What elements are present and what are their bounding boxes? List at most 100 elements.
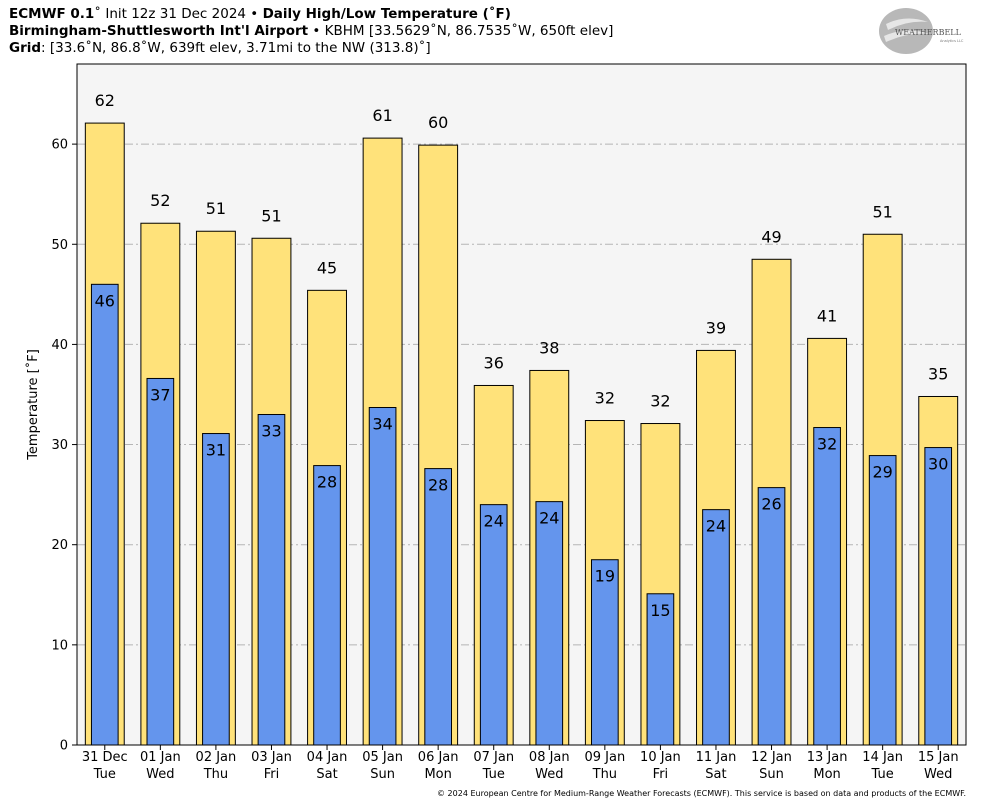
- x-tick-label-date: 02 Jan: [196, 750, 237, 765]
- x-tick-label-date: 05 Jan: [362, 750, 403, 765]
- low-bar: [424, 468, 452, 746]
- high-value-label: 32: [650, 392, 670, 411]
- low-bar: [813, 427, 841, 746]
- low-value-label: 15: [650, 601, 670, 620]
- low-bar: [924, 447, 953, 746]
- x-tick-label-date: 06 Jan: [418, 750, 459, 765]
- x-tick-label-weekday: Tue: [871, 767, 894, 782]
- high-value-label: 62: [95, 91, 115, 110]
- logo-subtext: Analytics LLC: [940, 39, 964, 43]
- x-tick-label-weekday: Mon: [813, 767, 840, 782]
- y-tick-label: 40: [51, 338, 68, 353]
- high-value-label: 32: [595, 389, 615, 408]
- x-tick-label-date: 11 Jan: [696, 750, 737, 765]
- x-tick-label-weekday: Thu: [203, 767, 228, 782]
- x-tick-label-date: 03 Jan: [251, 750, 292, 765]
- station-coords: • KBHM [33.5629˚N, 86.7535˚W, 650ft elev…: [312, 23, 614, 39]
- y-tick-label: 60: [51, 138, 68, 153]
- model-name: ECMWF 0.1: [9, 6, 95, 22]
- low-bar: [702, 509, 730, 746]
- high-value-label: 39: [706, 318, 726, 337]
- x-tick-label-weekday: Tue: [482, 767, 505, 782]
- low-bar: [757, 487, 786, 746]
- x-tick-label-weekday: Fri: [264, 767, 280, 782]
- y-tick-label: 20: [51, 538, 68, 553]
- x-tick-label-weekday: Sun: [759, 767, 784, 782]
- x-tick-label-date: 12 Jan: [751, 750, 792, 765]
- grid-label: Grid: [9, 40, 42, 56]
- header-line-3: Grid: [33.6˚N, 86.8˚W, 639ft elev, 3.71m…: [9, 40, 613, 57]
- header-line-2: Birmingham-Shuttlesworth Int'l Airport •…: [9, 23, 613, 40]
- copyright-footer: © 2024 European Centre for Medium-Range …: [437, 789, 966, 798]
- low-value-label: 28: [317, 473, 337, 492]
- high-value-label: 51: [261, 206, 281, 225]
- x-tick-label-weekday: Thu: [592, 767, 617, 782]
- high-value-label: 35: [928, 364, 948, 383]
- low-value-label: 30: [928, 455, 948, 474]
- x-tick-label-date: 08 Jan: [529, 750, 570, 765]
- y-axis-label: Temperature [˚F]: [25, 349, 41, 461]
- x-tick-label-weekday: Tue: [93, 767, 116, 782]
- x-tick-label-date: 01 Jan: [140, 750, 181, 765]
- low-value-label: 24: [539, 509, 559, 528]
- high-value-label: 38: [539, 338, 559, 357]
- x-tick-label-date: 15 Jan: [918, 750, 959, 765]
- low-value-label: 24: [484, 512, 504, 531]
- x-tick-label-weekday: Fri: [653, 767, 669, 782]
- low-value-label: 31: [206, 441, 226, 460]
- x-tick-label-weekday: Wed: [924, 767, 952, 782]
- low-value-label: 33: [261, 422, 281, 441]
- low-bar: [591, 559, 619, 746]
- grid-info: : [33.6˚N, 86.8˚W, 639ft elev, 3.71mi to…: [41, 40, 431, 56]
- y-tick-label: 50: [51, 238, 68, 253]
- x-tick-label-date: 09 Jan: [584, 750, 625, 765]
- low-bar: [479, 504, 508, 746]
- x-tick-label-date: 13 Jan: [807, 750, 848, 765]
- x-tick-label-weekday: Sat: [316, 767, 337, 782]
- high-value-label: 41: [817, 306, 837, 325]
- high-value-label: 45: [317, 258, 337, 277]
- low-value-label: 28: [428, 476, 448, 495]
- high-value-label: 61: [372, 106, 392, 125]
- x-tick-label-date: 10 Jan: [640, 750, 681, 765]
- low-bar: [535, 501, 564, 746]
- low-bar: [146, 377, 175, 746]
- low-value-label: 46: [95, 291, 115, 310]
- low-bar: [313, 465, 341, 746]
- station-name: Birmingham-Shuttlesworth Int'l Airport: [9, 23, 309, 39]
- high-value-label: 52: [150, 191, 170, 210]
- chart-header: ECMWF 0.1˚ Init 12z 31 Dec 2024 • Daily …: [9, 6, 613, 57]
- logo-text: WEATHERBELL: [895, 28, 962, 37]
- y-tick-label: 30: [51, 438, 68, 453]
- weatherbell-logo: WEATHERBELL Analytics LLC: [879, 8, 964, 54]
- low-bar: [368, 407, 397, 746]
- header-line-1: ECMWF 0.1˚ Init 12z 31 Dec 2024 • Daily …: [9, 6, 613, 23]
- x-tick-label-weekday: Sat: [705, 767, 726, 782]
- x-tick-label-weekday: Sun: [370, 767, 395, 782]
- low-bar: [646, 593, 675, 746]
- low-value-label: 34: [372, 415, 392, 434]
- x-tick-label-weekday: Mon: [424, 767, 451, 782]
- x-tick-label-weekday: Wed: [535, 767, 563, 782]
- x-tick-label-date: 07 Jan: [473, 750, 514, 765]
- low-value-label: 37: [150, 385, 170, 404]
- x-tick-label-weekday: Wed: [146, 767, 174, 782]
- low-value-label: 19: [595, 567, 615, 586]
- init-time: ˚ Init 12z 31 Dec 2024 •: [94, 6, 259, 22]
- y-tick-label: 0: [60, 739, 68, 754]
- low-bar: [868, 455, 897, 746]
- low-bar: [257, 414, 286, 746]
- low-bar: [202, 433, 230, 746]
- high-value-label: 51: [206, 199, 226, 218]
- plot-frame: [76, 63, 967, 746]
- high-value-label: 60: [428, 113, 448, 132]
- high-value-label: 36: [484, 353, 504, 372]
- low-bar: [90, 283, 119, 746]
- high-value-label: 51: [872, 202, 892, 221]
- x-tick-label-date: 04 Jan: [307, 750, 348, 765]
- x-tick-label-date: 14 Jan: [862, 750, 903, 765]
- low-value-label: 24: [706, 517, 726, 536]
- low-value-label: 32: [817, 435, 837, 454]
- low-value-label: 26: [761, 495, 781, 514]
